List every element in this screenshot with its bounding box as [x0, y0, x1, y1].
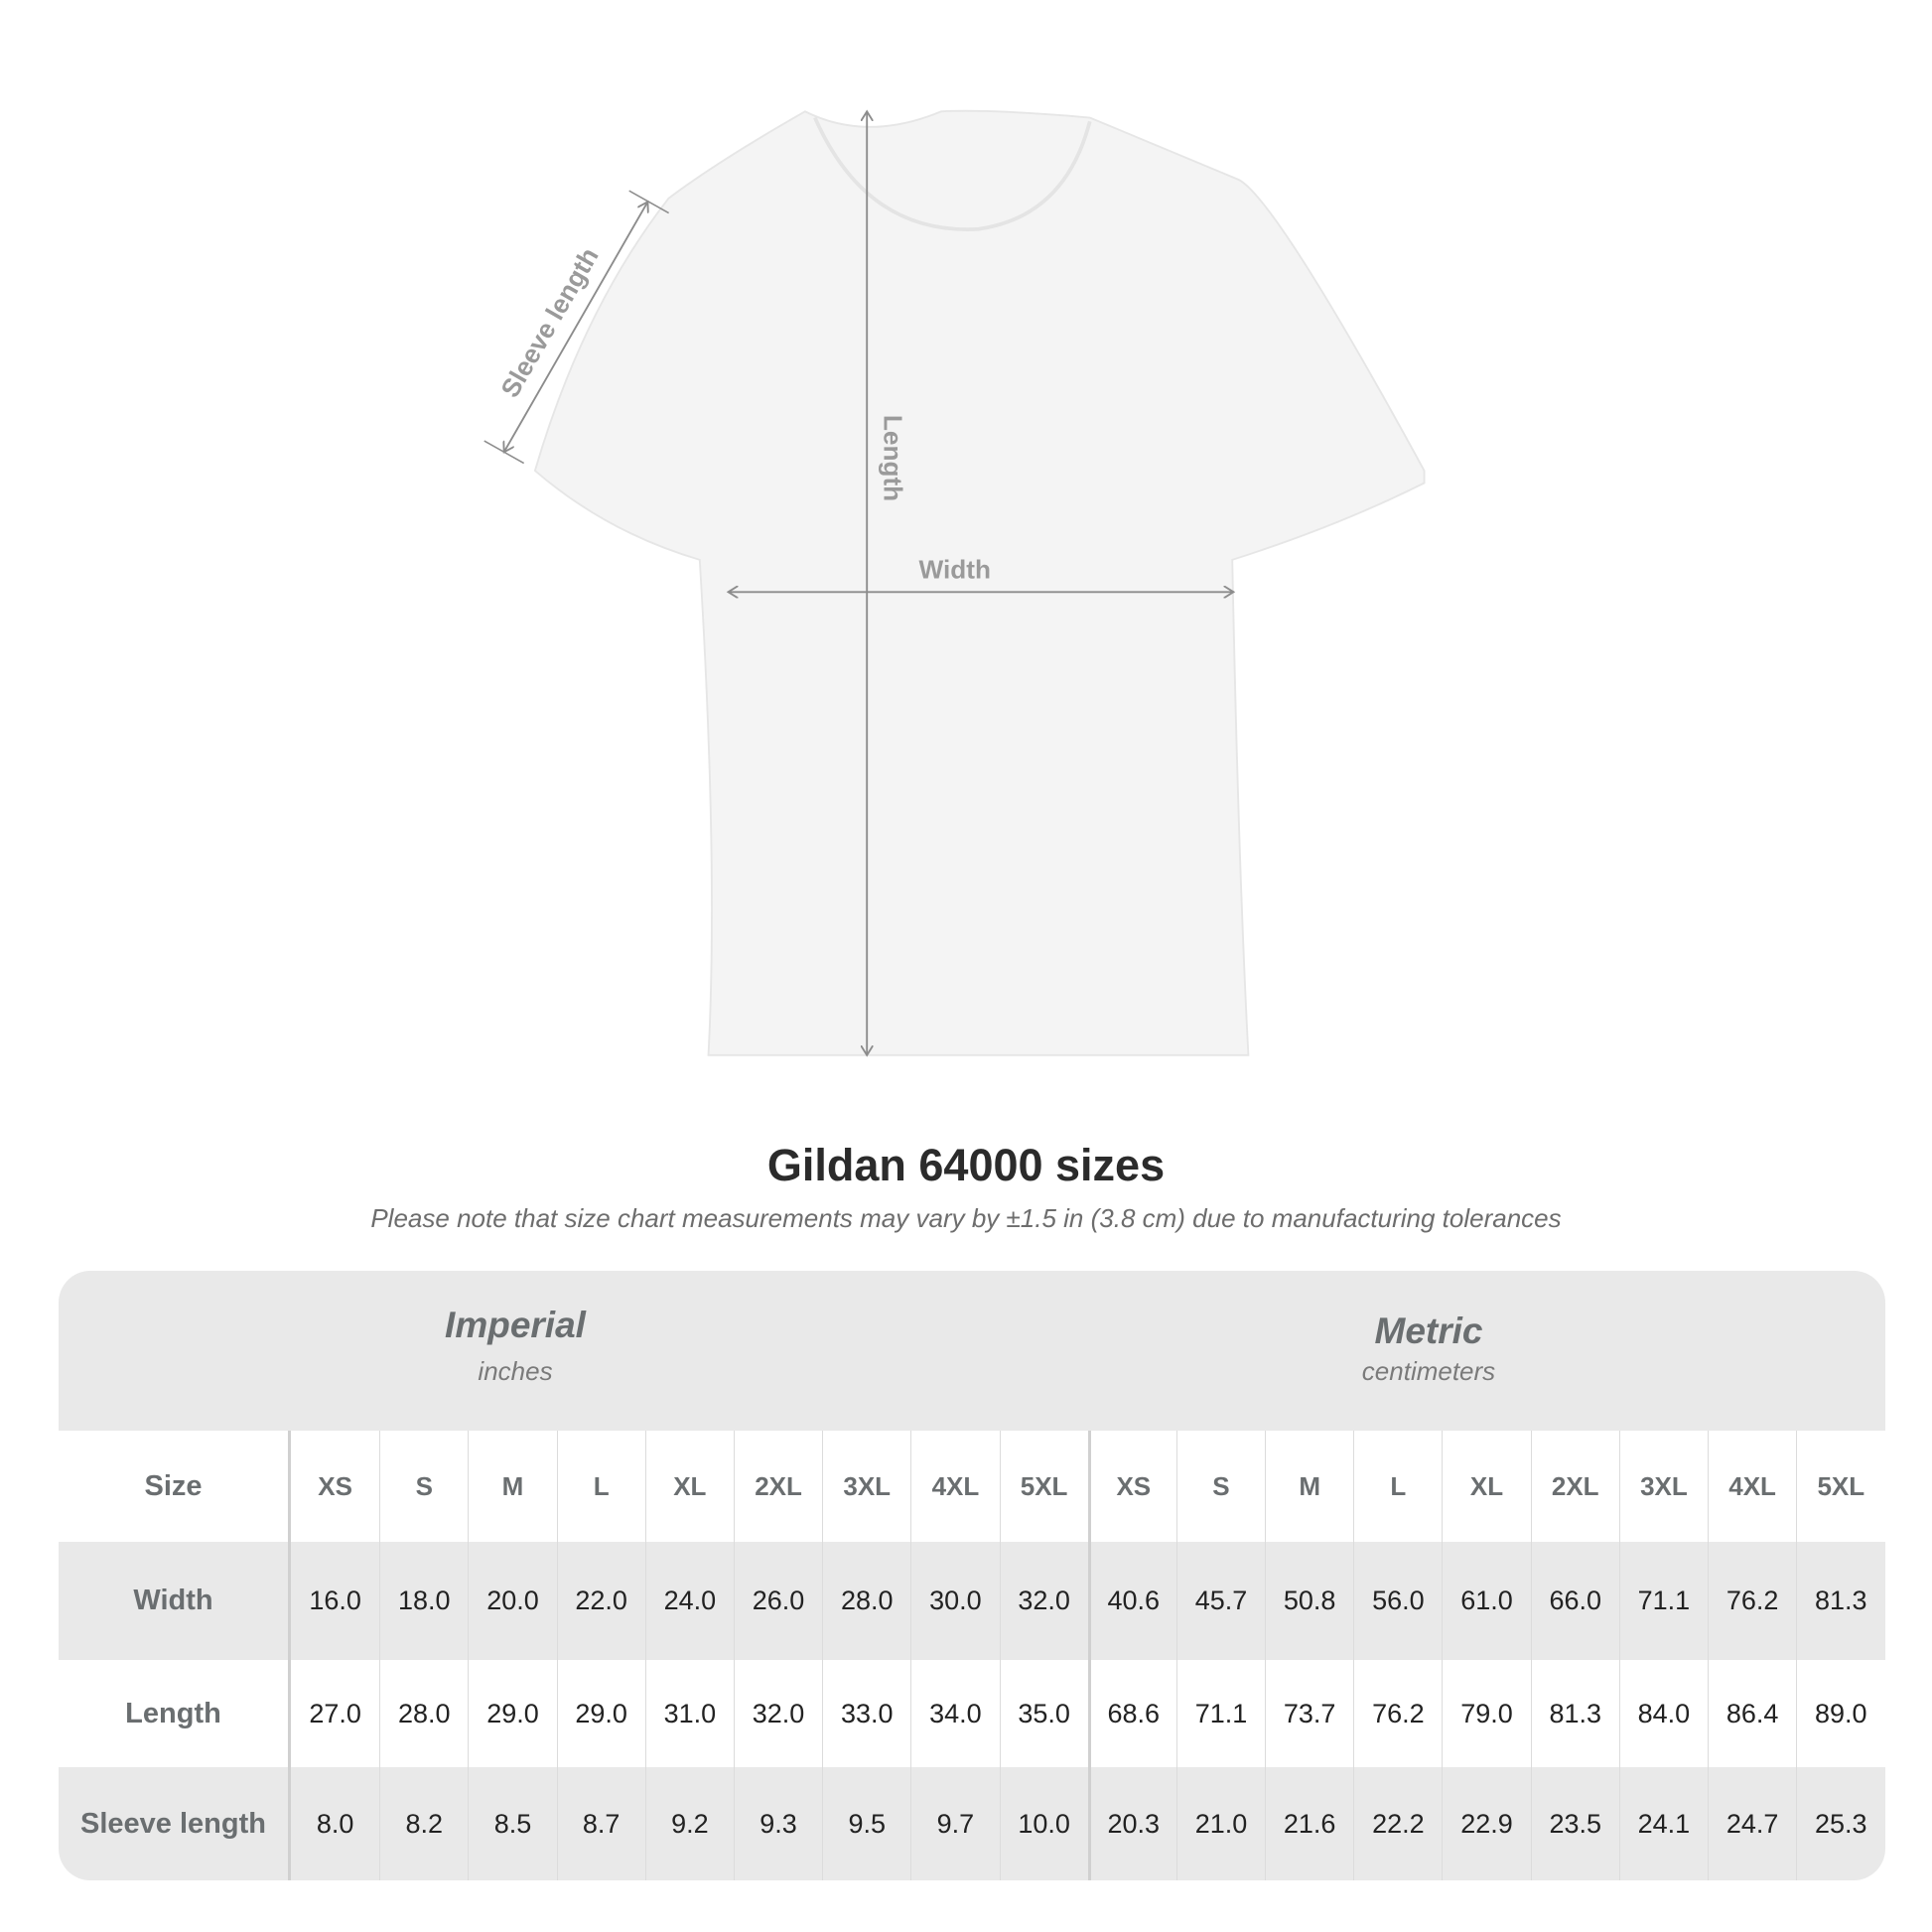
imperial-unit: inches — [478, 1356, 553, 1386]
value-cell: 8.7 — [556, 1767, 645, 1880]
table-row-length: Length 27.0 28.0 29.0 29.0 31.0 32.0 33.0 34.0 35… — [59, 1660, 1885, 1767]
value-cell: 29.0 — [556, 1660, 645, 1767]
value-cell: 28.0 — [822, 1542, 910, 1660]
size-header-metric-l: L — [1353, 1431, 1442, 1542]
value-cell: 22.9 — [1442, 1767, 1530, 1880]
value-cell: 10.0 — [999, 1767, 1088, 1880]
value-cell: 31.0 — [644, 1660, 734, 1767]
value-cell: 66.0 — [1530, 1542, 1619, 1660]
value-cell: 22.0 — [556, 1542, 645, 1660]
value-cell: 30.0 — [910, 1542, 999, 1660]
value-cell: 21.0 — [1175, 1767, 1265, 1880]
value-cell: 34.0 — [910, 1660, 999, 1767]
value-cell: 24.1 — [1618, 1767, 1708, 1880]
value-cell: 86.4 — [1708, 1660, 1796, 1767]
size-header-imperial-2xl: 2XL — [733, 1431, 822, 1542]
value-cell: 8.0 — [316, 1808, 354, 1839]
size-header-imperial-3xl: 3XL — [822, 1431, 910, 1542]
metric-header: Metric centimeters — [972, 1271, 1885, 1431]
value-cell: 81.3 — [1530, 1660, 1619, 1767]
value-cell: 20.0 — [468, 1542, 556, 1660]
size-header-metric-s: S — [1175, 1431, 1265, 1542]
value-cell: 35.0 — [999, 1660, 1088, 1767]
size-header-metric-4xl: 4XL — [1708, 1431, 1796, 1542]
size-header-imperial-xs: XS — [318, 1470, 352, 1501]
value-cell: 76.2 — [1353, 1660, 1442, 1767]
value-cell: 9.5 — [822, 1767, 910, 1880]
table-row-width: Width 16.0 18.0 20.0 22.0 24.0 26.0 28.0 30.0 32.… — [59, 1542, 1885, 1660]
value-cell: 68.6 — [1087, 1660, 1176, 1767]
value-cell: 24.0 — [644, 1542, 734, 1660]
metric-label: Metric — [1374, 1311, 1483, 1351]
value-cell: 32.0 — [733, 1660, 822, 1767]
size-header-imperial-xl: XL — [644, 1431, 734, 1542]
imperial-header: Imperial inches — [59, 1271, 972, 1431]
width-label: Width — [919, 555, 991, 585]
value-cell: 79.0 — [1442, 1660, 1530, 1767]
size-header-metric-3xl: 3XL — [1618, 1431, 1708, 1542]
size-table: Imperial inches Metric centimeters Size X… — [59, 1271, 1885, 1880]
size-header-metric-xs: XS — [1087, 1431, 1176, 1542]
size-header-imperial-l: L — [556, 1431, 645, 1542]
size-header-metric-xl: XL — [1442, 1431, 1530, 1542]
value-cell: 9.7 — [910, 1767, 999, 1880]
value-cell: 32.0 — [999, 1542, 1088, 1660]
value-cell: 81.3 — [1796, 1542, 1884, 1660]
chart-title: Gildan 64000 sizes — [766, 1140, 1166, 1190]
value-cell: 8.2 — [379, 1767, 468, 1880]
value-cell: 21.6 — [1265, 1767, 1353, 1880]
sleeve-arrow — [504, 202, 648, 452]
value-cell: 56.0 — [1353, 1542, 1442, 1660]
value-cell: 76.2 — [1708, 1542, 1796, 1660]
size-header-imperial-5xl: 5XL — [999, 1431, 1088, 1542]
value-cell: 33.0 — [822, 1660, 910, 1767]
size-header-metric-5xl: 5XL — [1796, 1431, 1884, 1542]
row-label: Sleeve length — [59, 1767, 291, 1880]
length-label: Length — [879, 415, 908, 501]
value-cell: 28.0 — [379, 1660, 468, 1767]
row-label: Length — [59, 1660, 291, 1767]
table-row-sleeve-length: Sleeve length 8.0 8.2 8.5 8.7 9.2 9.3 9.5 9.7 10.… — [59, 1767, 1885, 1880]
value-cell: 22.2 — [1353, 1767, 1442, 1880]
imperial-label: Imperial — [445, 1305, 586, 1345]
value-cell: 20.3 — [1087, 1767, 1176, 1880]
value-cell: 25.3 — [1796, 1767, 1884, 1880]
value-cell: 8.5 — [468, 1767, 556, 1880]
row-label: Width — [59, 1542, 291, 1660]
value-cell: 61.0 — [1442, 1542, 1530, 1660]
value-cell: 45.7 — [1175, 1542, 1265, 1660]
value-cell: 29.0 — [468, 1660, 556, 1767]
value-cell: 50.8 — [1265, 1542, 1353, 1660]
value-cell: 27.0 — [309, 1698, 361, 1728]
value-cell: 89.0 — [1796, 1660, 1884, 1767]
size-header-imperial-4xl: 4XL — [910, 1431, 999, 1542]
value-cell: 84.0 — [1618, 1660, 1708, 1767]
size-header-metric-m: M — [1265, 1431, 1353, 1542]
size-header-row: Size XS S M L XL 2XL 3XL 4XL 5XL XS S M L XL 2XL 3XL 4XL 5… — [59, 1431, 1885, 1542]
value-cell: 73.7 — [1265, 1660, 1353, 1767]
value-cell: 71.1 — [1618, 1542, 1708, 1660]
size-header-imperial-s: S — [379, 1431, 468, 1542]
value-cell: 40.6 — [1087, 1542, 1176, 1660]
size-row-label: Size — [59, 1431, 291, 1542]
tolerance-note: Please note that size chart measurements… — [370, 1203, 1562, 1233]
size-header-metric-2xl: 2XL — [1530, 1431, 1619, 1542]
value-cell: 18.0 — [379, 1542, 468, 1660]
value-cell: 71.1 — [1175, 1660, 1265, 1767]
value-cell: 16.0 — [309, 1586, 361, 1615]
size-header-imperial-m: M — [468, 1431, 556, 1542]
value-cell: 24.7 — [1708, 1767, 1796, 1880]
value-cell: 9.3 — [733, 1767, 822, 1880]
metric-unit: centimeters — [1361, 1356, 1496, 1386]
value-cell: 23.5 — [1530, 1767, 1619, 1880]
value-cell: 26.0 — [733, 1542, 822, 1660]
value-cell: 9.2 — [644, 1767, 734, 1880]
